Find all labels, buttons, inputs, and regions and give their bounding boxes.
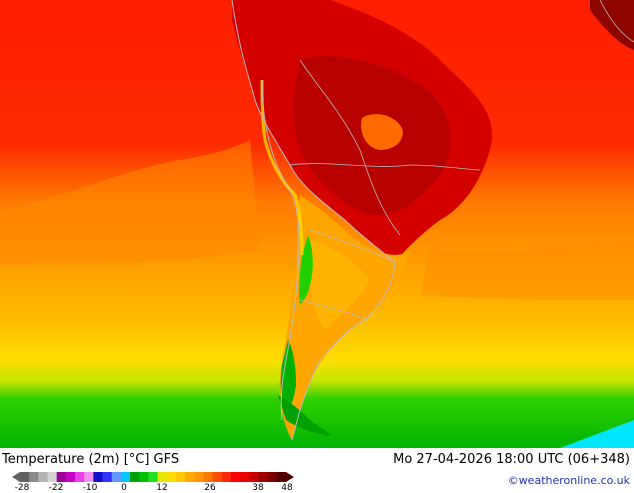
west-coastline [261, 79, 300, 421]
scale-tick-label: 38 [252, 483, 264, 493]
scale-swatch [194, 472, 204, 482]
caribbean-island [590, 0, 634, 50]
warm-band-east [420, 245, 634, 300]
scale-tick-label: 48 [281, 483, 293, 493]
scale-swatch [102, 472, 113, 482]
forecast-datetime: Mo 27-04-2026 18:00 UTC (06+348) [393, 452, 630, 467]
scale-swatch [212, 472, 223, 482]
scale-swatch [120, 472, 131, 482]
scale-swatch [84, 472, 94, 482]
scale-swatch [93, 472, 104, 482]
country-border [299, 59, 401, 236]
coastline [231, 0, 396, 441]
scale-tick-label: -22 [48, 483, 64, 493]
scale-swatch [240, 472, 250, 482]
scale-swatch [111, 472, 122, 482]
credit-text: ©weatheronline.co.uk [507, 474, 630, 487]
scale-swatch [249, 472, 259, 482]
patagonia-cold [280, 340, 296, 415]
scale-swatch [157, 472, 168, 482]
scale-arrow-right [286, 472, 294, 482]
scale-swatch [166, 472, 177, 482]
scale-swatch [185, 472, 195, 482]
scale-swatch [258, 472, 269, 482]
scale-swatch [175, 472, 186, 482]
credit-link[interactable]: ©weatheronline.co.uk [508, 474, 630, 488]
scale-swatch [221, 472, 232, 482]
scale-tick-label: -28 [14, 483, 30, 493]
scale-swatch [230, 472, 241, 482]
scale-swatch [267, 472, 278, 482]
scale-swatch [38, 472, 49, 482]
map-footer: Temperature (2m) [°C] GFS Mo 27-04-2026 … [0, 448, 634, 493]
island-border [599, 0, 634, 43]
scale-swatch [20, 472, 30, 482]
interior-cooler-patch [360, 114, 403, 150]
country-border [289, 163, 481, 171]
scale-swatch [65, 472, 76, 482]
scale-swatch [47, 472, 58, 482]
scale-swatch [130, 472, 140, 482]
scale-swatch [203, 472, 214, 482]
warm-band-west [0, 140, 260, 265]
scale-swatch [75, 472, 85, 482]
cold-patch-southeast [560, 420, 634, 448]
scale-tick-label: 12 [156, 483, 168, 493]
scale-swatch [56, 472, 67, 482]
country-border [299, 299, 371, 321]
scale-swatch [276, 472, 287, 482]
argentina-warm [310, 240, 370, 330]
andes-ridge [260, 79, 304, 256]
country-border [309, 229, 396, 263]
temperature-map [0, 0, 634, 448]
map-title: Temperature (2m) [°C] GFS [2, 452, 180, 467]
andes-cold-strip [299, 235, 313, 305]
scale-swatch [139, 472, 149, 482]
scale-swatch [29, 472, 39, 482]
scale-arrow-left [12, 472, 20, 482]
color-scale-bar [12, 472, 294, 482]
scale-tick-label: -10 [82, 483, 98, 493]
scale-tick-label: 0 [121, 483, 127, 493]
scale-tick-label: 26 [204, 483, 216, 493]
scale-swatch [148, 472, 159, 482]
tierra-del-fuego [278, 395, 330, 436]
